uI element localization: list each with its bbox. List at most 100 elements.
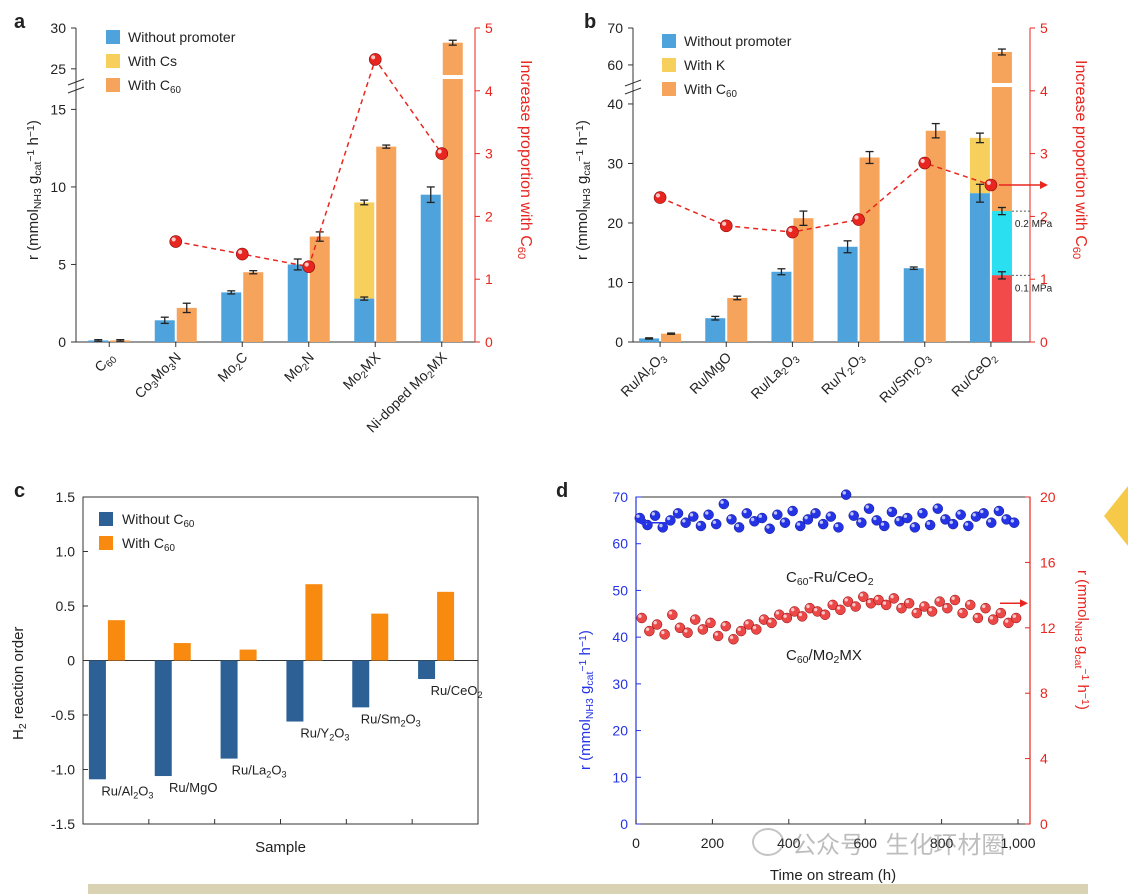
b-ratio-point — [786, 225, 799, 239]
d-point-shine — [919, 509, 923, 514]
d-point-shine — [729, 635, 734, 640]
d-point-shine — [666, 516, 671, 521]
a-axis-break — [67, 86, 85, 94]
d-x-tick-label: 0 — [632, 835, 640, 851]
b-bar-without-promoter — [837, 246, 858, 342]
d-point-shine — [951, 596, 955, 600]
d-point-c60-ru-ceo2 — [772, 509, 783, 521]
d-point-shine — [867, 599, 871, 604]
d-point-c60-ru-ceo2 — [856, 517, 867, 528]
c-bar-without-c60 — [88, 660, 106, 780]
d-point-c60-mo2mx — [728, 633, 739, 645]
d-point-shine — [752, 625, 757, 630]
a-ratio-point-shine — [437, 149, 442, 154]
b-y2-axis-label: Increase proportion with C60 — [1070, 60, 1089, 259]
a-legend-swatch — [106, 30, 120, 44]
d-point-shine — [768, 619, 772, 623]
d-y-tick-label: 10 — [612, 769, 628, 785]
d-point-shine — [798, 612, 803, 617]
b-bar-break — [990, 83, 1013, 87]
d-point-c60-mo2mx — [942, 602, 953, 614]
d-point-c60-ru-ceo2 — [817, 518, 829, 530]
b-x-tick-label: Ru/Al2O3 — [617, 348, 670, 401]
d-point-shine — [859, 593, 864, 597]
d-point-shine — [957, 511, 961, 515]
d-point-shine — [796, 522, 801, 526]
d-point-shine — [966, 601, 971, 605]
b-ratio-point-shine — [920, 158, 925, 164]
d-point-c60-ru-ceo2 — [665, 515, 676, 526]
a-bar-with-c60 — [176, 307, 197, 342]
a-ratio-line — [175, 57, 443, 268]
c-bar-label: Ru/MgO — [169, 780, 217, 795]
b-y-tick-label: 30 — [607, 155, 623, 171]
d-point-shine — [936, 598, 940, 602]
d-point-shine — [714, 632, 719, 636]
d-point-c60-ru-ceo2 — [718, 498, 730, 510]
d-y-tick-label: 20 — [612, 723, 628, 739]
b-ratio-arrow-head — [1040, 181, 1048, 189]
d-point-c60-mo2mx — [651, 619, 663, 630]
d-point-c60-mo2mx — [766, 617, 777, 629]
d-point-c60-mo2mx — [903, 598, 915, 609]
d-point-shine — [691, 616, 696, 620]
d-point-shine — [890, 594, 894, 599]
b-bar-with-c60 — [859, 157, 880, 342]
d-point-shine — [676, 624, 680, 628]
a-x-tick-label: C60 — [91, 348, 120, 377]
panel-label-d: d — [556, 480, 568, 502]
d-point-shine — [995, 507, 999, 511]
a-legend-label: Without promoter — [128, 29, 236, 45]
c-legend-swatch — [99, 536, 113, 550]
d-y-tick-label: 50 — [612, 582, 628, 598]
b-legend-swatch — [662, 82, 676, 96]
d-point-shine — [705, 511, 709, 515]
b-bar-without-promoter — [771, 271, 792, 342]
c-legend-label: Without C60 — [122, 511, 195, 530]
a-bar-with-c60 — [243, 272, 264, 342]
b-ratio-point-shine — [854, 215, 859, 220]
d-point-c60-mo2mx — [796, 611, 808, 622]
d-point-c60-ru-ceo2 — [688, 511, 699, 522]
a-axis-break — [67, 78, 85, 86]
a-y2-tick-label: 2 — [485, 208, 493, 224]
d-point-c60-ru-ceo2 — [787, 505, 798, 517]
b-bar-with-c60 — [925, 130, 946, 342]
a-x-tick-label: Mo2N — [281, 349, 319, 387]
d-y-axis-label: r (mmolNH3 gcat−1 h−1) — [577, 630, 596, 770]
d-point-c60-mo2mx — [705, 617, 716, 629]
a-y2-tick-label: 5 — [485, 20, 493, 36]
b-axis-break — [624, 79, 642, 87]
d-point-shine — [1012, 614, 1016, 618]
d-x-tick-label: 800 — [930, 835, 954, 851]
b-y2-tick-label: 1 — [1040, 271, 1048, 287]
d-point-c60-ru-ceo2 — [986, 517, 997, 528]
a-ratio-point — [302, 260, 316, 273]
d-point-shine — [1003, 515, 1007, 520]
d-point-shine — [959, 609, 963, 613]
d-point-c60-mo2mx — [980, 602, 991, 614]
b-legend-label: With C60 — [684, 81, 737, 100]
d-point-shine — [819, 520, 824, 524]
a-x-tick-label: Mo2C — [214, 349, 252, 387]
d-point-shine — [813, 607, 818, 612]
a-ratio-point — [435, 147, 449, 160]
a-ratio-point — [368, 53, 382, 66]
d-point-c60-ru-ceo2 — [657, 522, 668, 533]
b-bar-without-promoter — [639, 338, 660, 342]
d-y2-tick-label: 4 — [1040, 751, 1048, 767]
d-point-shine — [920, 603, 925, 607]
a-ratio-point-shine — [371, 55, 376, 60]
a-y-tick-label: 30 — [50, 20, 66, 36]
d-point-c60-ru-ceo2 — [917, 508, 928, 519]
d-right-arrow-head — [1020, 599, 1028, 608]
b-bar-without-promoter — [903, 268, 924, 342]
b-y-tick-label: 40 — [607, 96, 623, 112]
b-legend-label: With K — [684, 57, 726, 73]
d-point-c60-ru-ceo2 — [909, 522, 921, 533]
d-point-shine — [1004, 619, 1009, 623]
b-y-tick-label: 60 — [607, 57, 623, 73]
d-point-shine — [689, 513, 694, 517]
d-y2-tick-label: 20 — [1040, 489, 1056, 505]
